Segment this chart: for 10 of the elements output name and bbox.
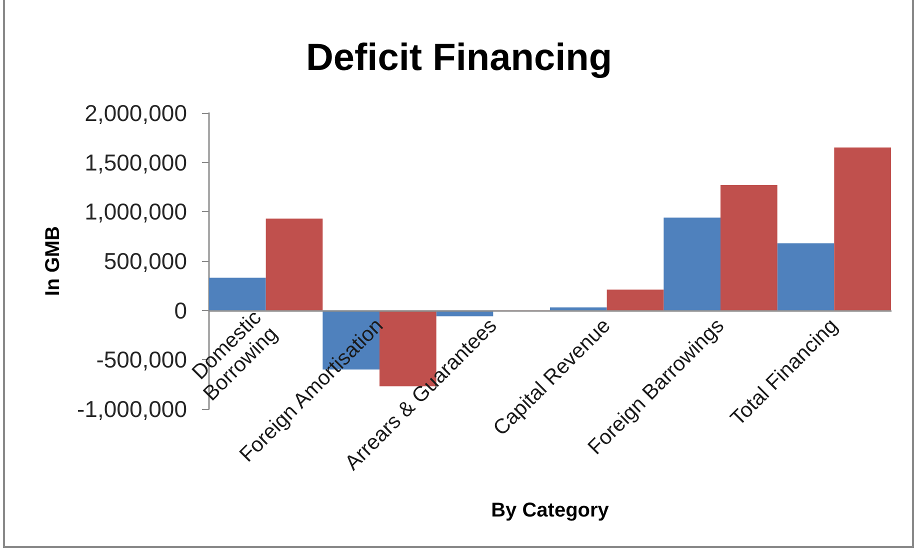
- y-tick-label: 2,000,000: [84, 100, 187, 126]
- y-tick-label: -1,000,000: [77, 396, 187, 422]
- chart-title: Deficit Financing: [306, 37, 612, 79]
- x-axis-title: By Category: [491, 499, 610, 522]
- y-axis-title: In GMB: [42, 226, 64, 296]
- y-tick-label: 1,500,000: [84, 149, 187, 176]
- y-tick-label: 500,000: [104, 248, 187, 274]
- y-tick-label: 0: [174, 297, 187, 324]
- y-tick-label: 1,000,000: [84, 198, 187, 225]
- y-tick-label: -500,000: [96, 346, 187, 373]
